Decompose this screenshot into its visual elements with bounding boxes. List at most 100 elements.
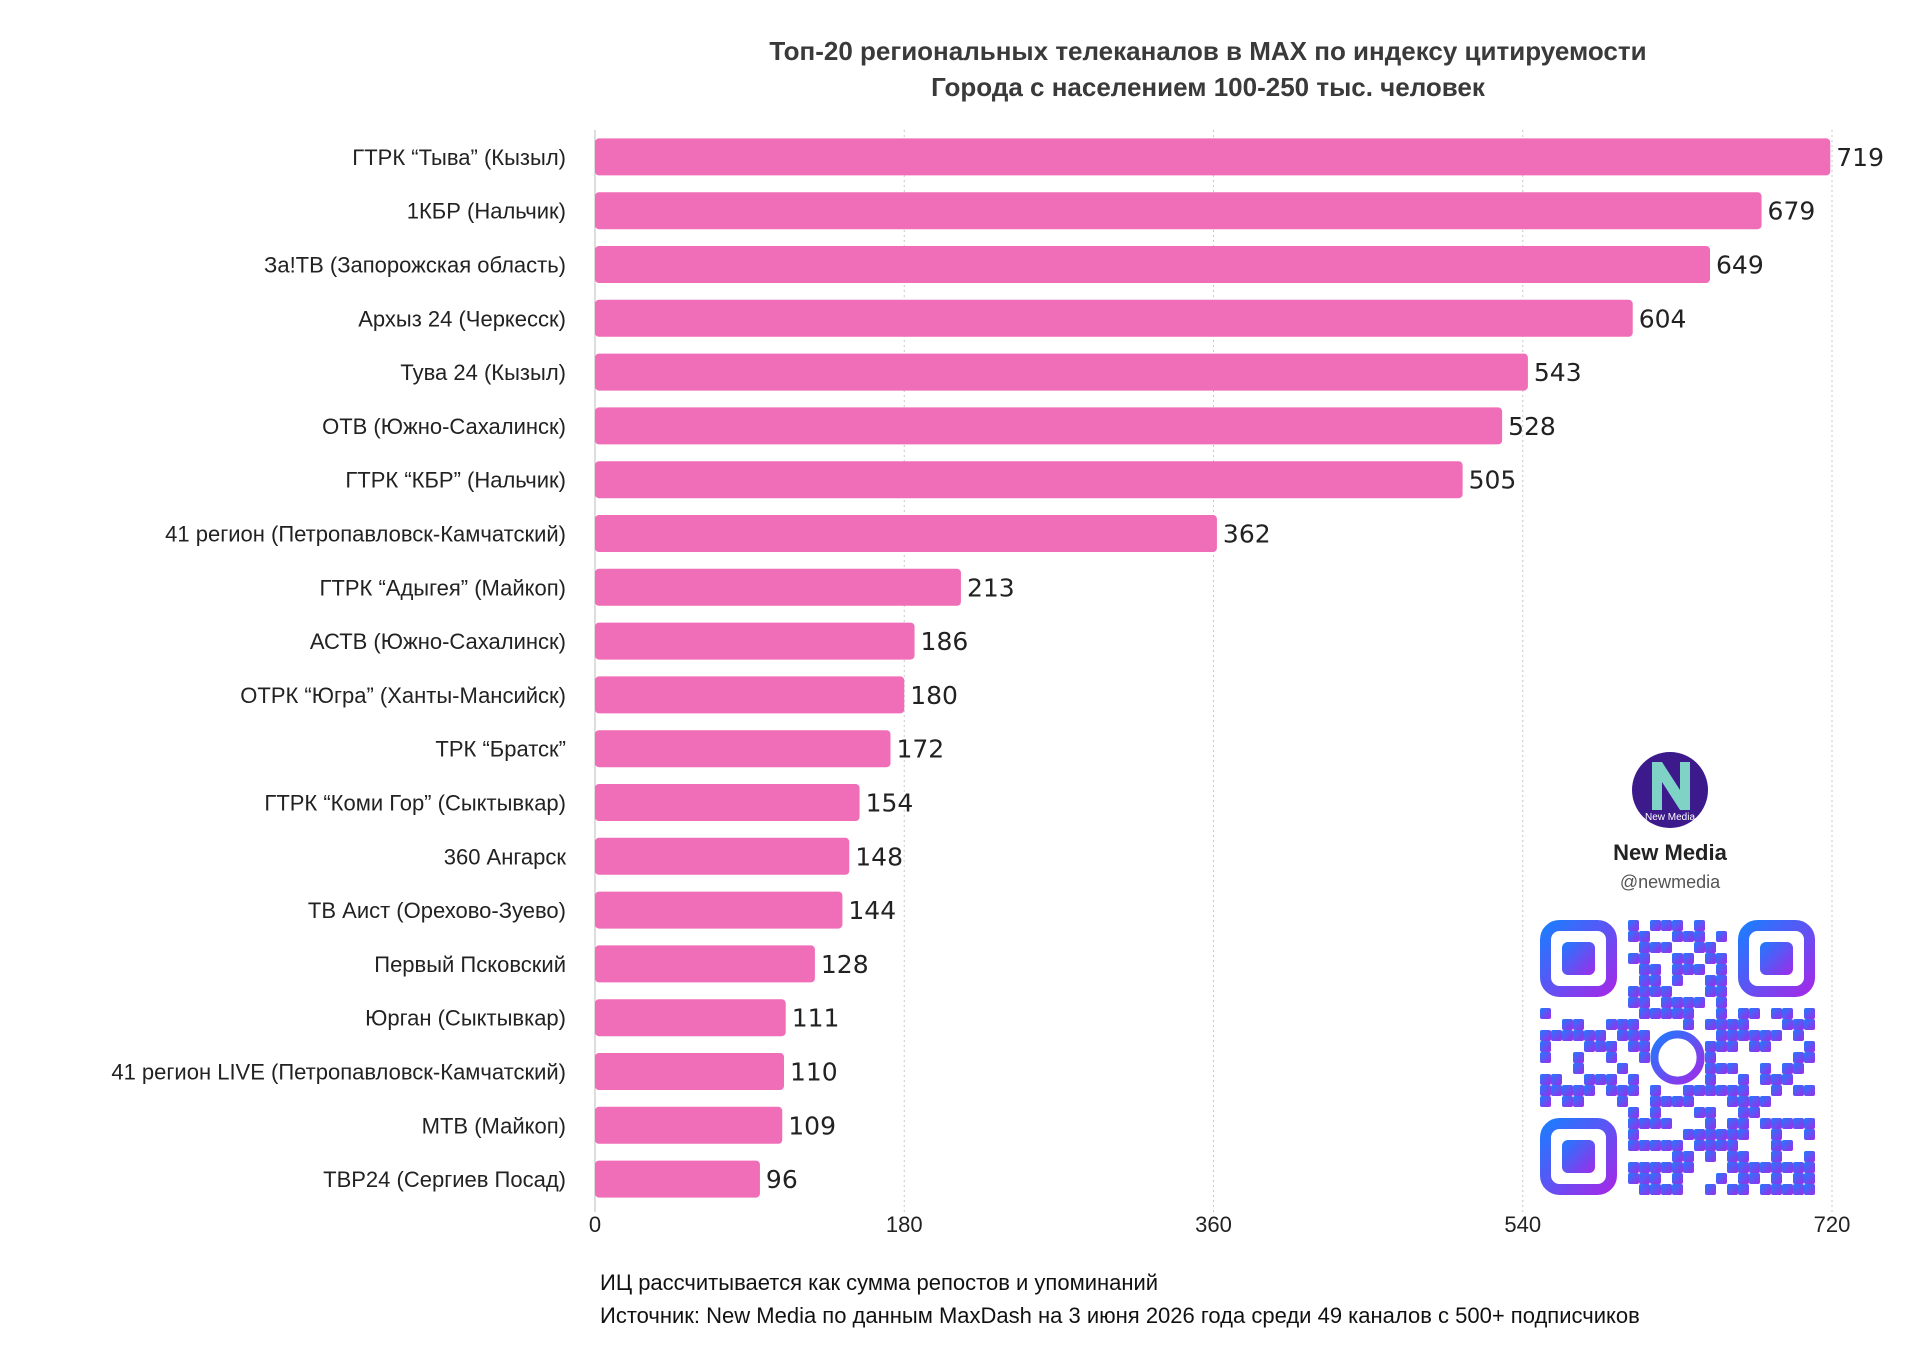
category-label: ТРК “Братск” xyxy=(435,737,566,762)
qr-center-icon xyxy=(1650,1030,1705,1085)
qr-module xyxy=(1694,1085,1705,1096)
qr-module xyxy=(1683,964,1694,975)
qr-module xyxy=(1683,1129,1694,1140)
qr-module xyxy=(1628,1107,1639,1118)
qr-module xyxy=(1760,1063,1771,1074)
qr-module xyxy=(1628,1129,1639,1140)
category-label: Первый Псковский xyxy=(374,952,566,977)
qr-module xyxy=(1540,1041,1551,1052)
value-label: 148 xyxy=(855,842,903,871)
qr-module xyxy=(1727,1129,1738,1140)
qr-module xyxy=(1705,1107,1716,1118)
qr-module xyxy=(1562,1085,1573,1096)
qr-module xyxy=(1683,953,1694,964)
category-label: 360 Ангарск xyxy=(444,844,567,869)
qr-module xyxy=(1661,1184,1672,1195)
value-label: 96 xyxy=(766,1165,798,1194)
category-label: ГТРК “Коми Гор” (Сыктывкар) xyxy=(264,791,566,816)
qr-module xyxy=(1716,1030,1727,1041)
qr-finder-core xyxy=(1562,1140,1595,1173)
qr-module xyxy=(1771,1074,1782,1085)
bar xyxy=(595,138,1831,176)
qr-module xyxy=(1782,1162,1793,1173)
qr-module xyxy=(1705,975,1716,986)
bar xyxy=(595,1106,783,1144)
qr-module xyxy=(1749,1107,1760,1118)
value-label: 213 xyxy=(967,573,1015,602)
qr-module xyxy=(1705,953,1716,964)
bar xyxy=(595,353,1528,391)
qr-module xyxy=(1617,1096,1628,1107)
qr-module xyxy=(1628,1074,1639,1085)
qr-module xyxy=(1628,931,1639,942)
qr-module xyxy=(1639,1173,1650,1184)
qr-module xyxy=(1639,1030,1650,1041)
qr-module xyxy=(1782,1008,1793,1019)
qr-module xyxy=(1738,1184,1749,1195)
qr-module xyxy=(1694,997,1705,1008)
qr-module xyxy=(1639,942,1650,953)
qr-module xyxy=(1650,1085,1661,1096)
x-axis-ticks: 0 180 360 540 720 xyxy=(589,1212,1850,1237)
brand-name: New Media xyxy=(1613,840,1727,865)
qr-module xyxy=(1793,1063,1804,1074)
qr-module xyxy=(1639,964,1650,975)
qr-module xyxy=(1650,986,1661,997)
qr-module xyxy=(1716,975,1727,986)
qr-module xyxy=(1661,1140,1672,1151)
value-label: 180 xyxy=(910,681,958,710)
qr-module xyxy=(1760,1030,1771,1041)
qr-module xyxy=(1716,997,1727,1008)
qr-module xyxy=(1727,1063,1738,1074)
qr-module xyxy=(1617,1019,1628,1030)
qr-module xyxy=(1606,1085,1617,1096)
qr-module xyxy=(1650,1184,1661,1195)
qr-module xyxy=(1683,997,1694,1008)
qr-module xyxy=(1738,1173,1749,1184)
qr-module xyxy=(1771,1173,1782,1184)
value-label: 111 xyxy=(792,1004,840,1033)
qr-module xyxy=(1716,1173,1727,1184)
qr-module xyxy=(1771,1151,1782,1162)
qr-module xyxy=(1606,1074,1617,1085)
chart-subtitle: Города с населением 100-250 тыс. человек xyxy=(931,72,1486,102)
qr-module xyxy=(1628,997,1639,1008)
qr-module xyxy=(1606,1019,1617,1030)
category-label: ГТРК “Адыгея” (Майкоп) xyxy=(319,575,566,600)
qr-module xyxy=(1694,1107,1705,1118)
qr-module xyxy=(1705,1140,1716,1151)
qr-module xyxy=(1595,1041,1606,1052)
chart-title: Топ-20 региональных телеканалов в MAX по… xyxy=(769,36,1646,66)
qr-module xyxy=(1573,1063,1584,1074)
value-label: 679 xyxy=(1768,197,1816,226)
qr-module xyxy=(1628,1019,1639,1030)
qr-module xyxy=(1584,1085,1595,1096)
qr-module xyxy=(1705,1129,1716,1140)
x-tick-label: 360 xyxy=(1195,1212,1232,1237)
qr-module xyxy=(1628,1118,1639,1129)
qr-module xyxy=(1738,1085,1749,1096)
qr-module xyxy=(1738,1107,1749,1118)
qr-module xyxy=(1771,1140,1782,1151)
qr-module xyxy=(1771,1008,1782,1019)
qr-module xyxy=(1661,942,1672,953)
qr-module xyxy=(1595,1074,1606,1085)
qr-module xyxy=(1683,1085,1694,1096)
qr-module xyxy=(1705,1151,1716,1162)
qr-module xyxy=(1716,953,1727,964)
qr-module xyxy=(1727,1085,1738,1096)
qr-module xyxy=(1716,1129,1727,1140)
qr-module xyxy=(1639,986,1650,997)
qr-module xyxy=(1760,1184,1771,1195)
qr-module xyxy=(1639,997,1650,1008)
bar xyxy=(595,945,815,983)
bar xyxy=(595,676,905,714)
qr-module xyxy=(1793,1085,1804,1096)
qr-module xyxy=(1716,1019,1727,1030)
qr-module xyxy=(1573,1019,1584,1030)
qr-module xyxy=(1760,1118,1771,1129)
qr-code-icon xyxy=(1540,920,1815,1195)
qr-module xyxy=(1771,1129,1782,1140)
qr-module xyxy=(1628,1162,1639,1173)
